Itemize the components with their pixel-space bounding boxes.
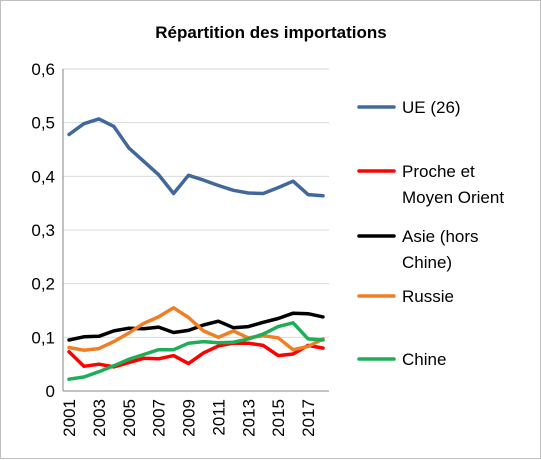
x-tick-label: 2003 [90, 399, 109, 437]
gridlines [63, 68, 329, 338]
series-lines [67, 117, 325, 381]
x-tick-label: 2015 [269, 399, 288, 437]
series-line-proche-et-moyen-orient [67, 341, 325, 369]
y-tick-label: 0,1 [31, 328, 55, 347]
series-line-chine [67, 321, 325, 381]
x-tick-label: 2005 [120, 399, 139, 437]
series-line-ue-26 [67, 117, 325, 198]
y-tick-label: 0,4 [31, 167, 55, 186]
y-tick-label: 0,2 [31, 275, 55, 294]
legend-label-ue-26: UE (26) [402, 98, 461, 117]
x-tick-label: 2011 [209, 399, 228, 436]
y-tick-label: 0 [46, 382, 55, 401]
legend-label-proche-et-moyen-orient: Proche et [402, 162, 475, 181]
series-line-asie-hors-chine [67, 311, 325, 342]
axes [62, 69, 329, 392]
legend: UE (26) Proche et Moyen Orient Asie (hors Ch… [357, 98, 504, 369]
y-tick-label: 0,6 [31, 60, 55, 79]
x-tick-label: 2001 [60, 399, 79, 437]
y-tick-label: 0,3 [31, 221, 55, 240]
y-axis-tick-labels: 0 0,1 0,2 0,3 0,4 0,5 0,6 [31, 60, 55, 401]
x-tick-label: 2009 [180, 399, 199, 437]
legend-label-asie-hors-chine: Chine) [402, 253, 452, 272]
chart-title: Répartition des importations [155, 23, 386, 42]
x-tick-label: 2013 [239, 399, 258, 437]
legend-label-asie-hors-chine: Asie (hors [402, 227, 479, 246]
x-tick-label: 2017 [299, 399, 318, 437]
legend-label-proche-et-moyen-orient: Moyen Orient [402, 188, 504, 207]
legend-label-russie: Russie [402, 287, 454, 306]
y-tick-label: 0,5 [31, 114, 55, 133]
legend-label-chine: Chine [402, 350, 446, 369]
x-axis-tick-labels: 2001 2003 2005 2007 2009 2011 2013 2015 2017 [60, 399, 318, 437]
x-tick-label: 2007 [150, 399, 169, 437]
series-line-russie [67, 306, 325, 352]
